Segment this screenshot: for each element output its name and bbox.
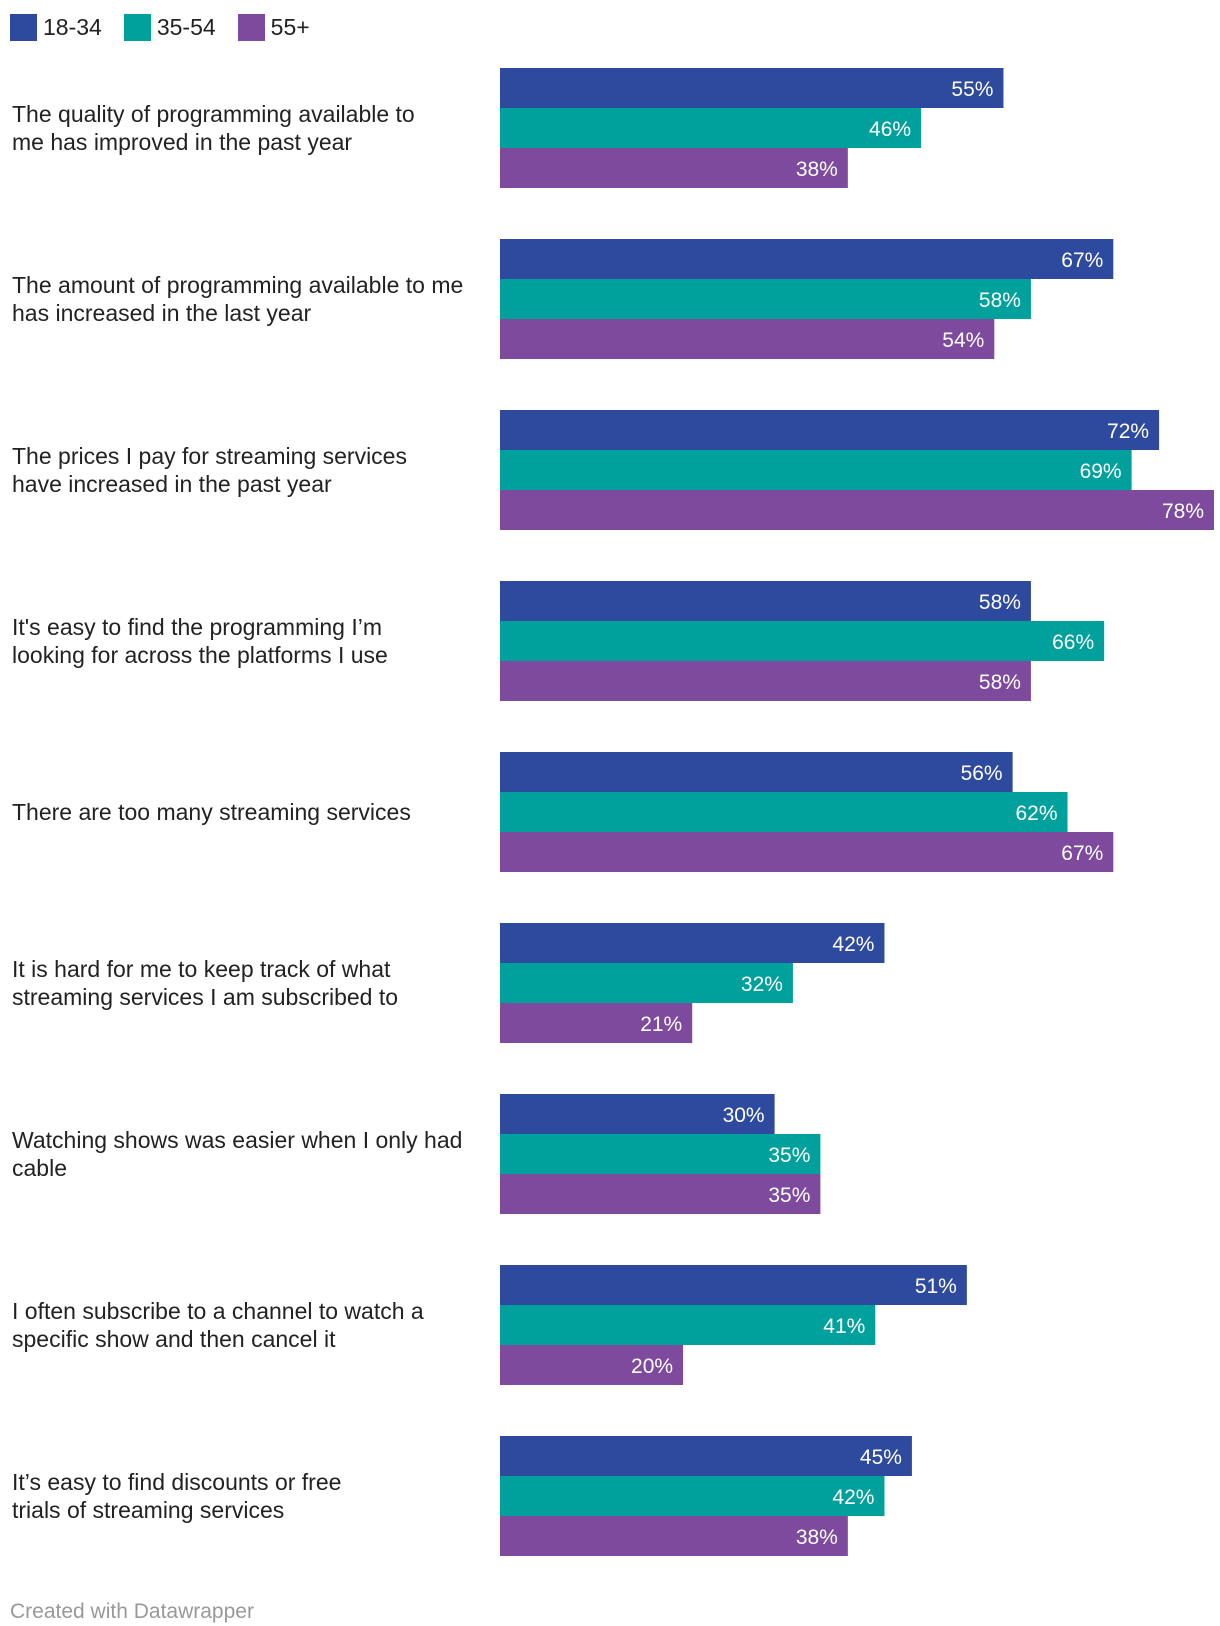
bar-35-54 bbox=[500, 621, 1105, 661]
bar-55plus bbox=[500, 832, 1114, 872]
value-label: 35% bbox=[768, 1144, 810, 1167]
bar-18-34 bbox=[500, 410, 1160, 450]
value-label: 38% bbox=[796, 158, 838, 181]
bar-35-54 bbox=[500, 963, 793, 1003]
bar-55plus bbox=[500, 1003, 693, 1043]
category-label: It's easy to find the programming I’m loo… bbox=[12, 614, 388, 668]
value-label: 41% bbox=[823, 1315, 865, 1338]
category-label: Watching shows was easier when I only ha… bbox=[12, 1127, 462, 1181]
bar-35-54 bbox=[500, 450, 1132, 490]
value-label: 51% bbox=[915, 1275, 957, 1298]
bar-55plus bbox=[500, 148, 848, 188]
bar-18-34 bbox=[500, 239, 1114, 279]
legend-item-0: 18-34 bbox=[10, 13, 102, 41]
legend-label: 55+ bbox=[270, 13, 310, 40]
category-label: The amount of programming available to m… bbox=[12, 272, 463, 326]
legend-swatch bbox=[10, 13, 37, 41]
value-label: 66% bbox=[1052, 631, 1094, 654]
bar-18-34 bbox=[500, 752, 1013, 792]
value-label: 32% bbox=[741, 973, 783, 996]
category-label: The quality of programming available to m… bbox=[12, 101, 415, 155]
value-label: 67% bbox=[1061, 842, 1103, 865]
value-label: 21% bbox=[640, 1013, 682, 1036]
legend-label: 35-54 bbox=[156, 13, 216, 40]
value-label: 67% bbox=[1061, 249, 1103, 272]
value-label: 58% bbox=[979, 591, 1021, 614]
legend-swatch bbox=[123, 13, 151, 41]
value-label: 35% bbox=[768, 1184, 810, 1207]
bar-18-34 bbox=[500, 68, 1004, 108]
value-label: 46% bbox=[869, 118, 911, 141]
chart-legend: 18-34 35-54 55+ bbox=[10, 12, 332, 42]
value-label: 72% bbox=[1107, 420, 1149, 443]
bar-55plus bbox=[500, 1174, 821, 1214]
value-label: 42% bbox=[832, 933, 874, 956]
category-label: It’s easy to find discounts or free trial… bbox=[12, 1469, 341, 1523]
bar-55plus bbox=[500, 490, 1214, 530]
bar-18-34 bbox=[500, 1436, 912, 1476]
legend-item-1: 35-54 bbox=[123, 13, 216, 41]
value-label: 54% bbox=[942, 329, 984, 352]
category-label: It is hard for me to keep track of what s… bbox=[12, 956, 398, 1010]
credit-footer: Created with Datawrapper bbox=[10, 1600, 254, 1623]
bar-18-34 bbox=[500, 1265, 967, 1305]
bar-55plus bbox=[500, 319, 995, 359]
bar-35-54 bbox=[500, 1305, 876, 1345]
value-label: 58% bbox=[979, 289, 1021, 312]
category-label: I often subscribe to a channel to watch … bbox=[12, 1298, 424, 1352]
legend-label: 18-34 bbox=[43, 13, 102, 40]
bar-18-34 bbox=[500, 581, 1031, 621]
value-label: 55% bbox=[951, 78, 993, 101]
value-label: 42% bbox=[832, 1486, 874, 1509]
value-label: 20% bbox=[631, 1355, 673, 1378]
category-label: There are too many streaming services bbox=[12, 799, 411, 825]
bar-55plus bbox=[500, 1345, 684, 1385]
category-label: The prices I pay for streaming services h… bbox=[12, 443, 407, 497]
value-label: 38% bbox=[796, 1526, 838, 1549]
bar-18-34 bbox=[500, 923, 885, 963]
bar-35-54 bbox=[500, 1134, 821, 1174]
bar-35-54 bbox=[500, 108, 922, 148]
bar-35-54 bbox=[500, 792, 1068, 832]
bar-55plus bbox=[500, 1516, 848, 1556]
bar-18-34 bbox=[500, 1094, 775, 1134]
legend-swatch bbox=[237, 13, 265, 41]
value-label: 58% bbox=[979, 671, 1021, 694]
value-label: 56% bbox=[961, 762, 1003, 785]
value-label: 62% bbox=[1016, 802, 1058, 825]
value-label: 45% bbox=[860, 1446, 902, 1469]
bar-35-54 bbox=[500, 279, 1031, 319]
bar-55plus bbox=[500, 661, 1031, 701]
value-label: 69% bbox=[1080, 460, 1122, 483]
bar-35-54 bbox=[500, 1476, 885, 1516]
value-label: 78% bbox=[1162, 500, 1204, 523]
legend-item-2: 55+ bbox=[237, 13, 310, 41]
value-label: 30% bbox=[723, 1104, 765, 1127]
